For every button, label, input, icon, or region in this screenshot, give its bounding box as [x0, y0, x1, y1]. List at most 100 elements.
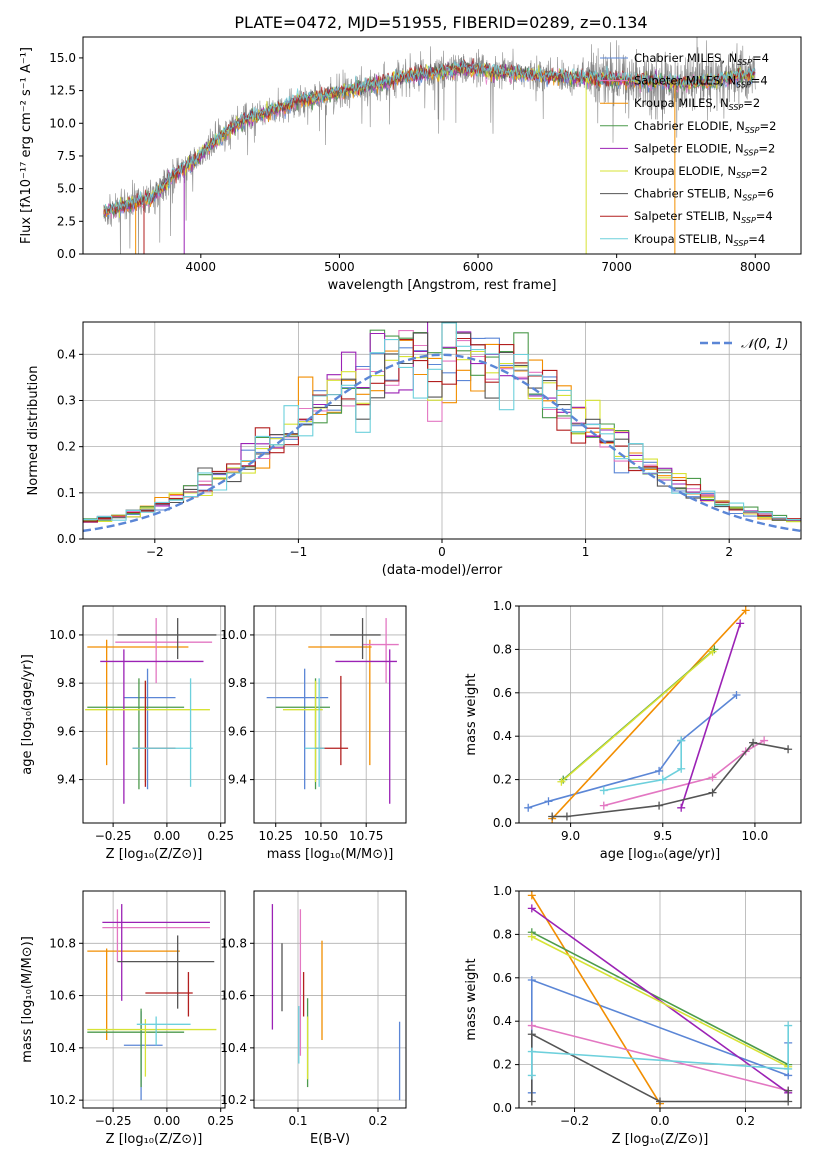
weight-marker: [527, 1071, 536, 1080]
errorbar-point-1: [123, 668, 176, 790]
x-tick-label: 2: [725, 545, 733, 559]
plot-area: [87, 904, 217, 1101]
weight-marker: [524, 803, 533, 812]
errorbar-point-7: [117, 618, 217, 660]
weight-line-2: [531, 894, 661, 1105]
x-tick-label: 0.2: [368, 1114, 387, 1128]
weight-marker: [784, 1086, 793, 1095]
y-tick-label: 0.2: [493, 1058, 512, 1072]
weight-marker: [557, 777, 566, 786]
x-axis-label: E(B-V): [310, 1132, 350, 1147]
x-tick-label: −2: [146, 545, 164, 559]
errorbar-point-9: [136, 1016, 191, 1046]
x-axis-label: Z [log₁₀(Z/Z⊙)]: [106, 1132, 203, 1147]
x-axis-label: age [log₁₀(age/yr)]: [600, 847, 721, 862]
x-tick-label: 8000: [740, 260, 771, 274]
weight-line-3: [603, 739, 765, 807]
errorbar-point-7: [330, 618, 381, 660]
weight-marker: [749, 738, 758, 747]
errorbar-point-4: [87, 1008, 185, 1088]
y-tick-label: 0.0: [493, 816, 512, 830]
errorbar-point-5: [102, 904, 210, 1001]
weight-marker: [784, 1064, 793, 1073]
y-tick-label: 0.0: [57, 532, 76, 546]
legend-label: Chabrier STELIB, NSSP=6: [634, 187, 774, 203]
legend-label: Kroupa STELIB, NSSP=4: [634, 232, 765, 248]
x-axis-label: wavelength [Angstrom, rest frame]: [328, 278, 557, 293]
y-tick-label: 1.0: [493, 884, 512, 898]
y-tick-label: 10.2: [220, 1093, 247, 1107]
x-tick-label: 9.5: [653, 829, 672, 843]
age-vs-metallicity-panel: −0.25 0.00 0.25 9.4 9.6 9.8 10.0 Z [log₁₀(Z/Z⊙)…: [20, 605, 234, 862]
x-tick-label: −0.2: [560, 1114, 589, 1128]
plot-area: [103, 37, 756, 254]
normal-curve: [83, 353, 801, 533]
y-tick-label: 0.6: [493, 686, 512, 700]
weight-marker: [548, 812, 557, 821]
errorbar-point-5: [335, 649, 397, 804]
legend-label: Salpeter MILES, NSSP=4: [634, 74, 768, 90]
x-tick-label: 10.0: [742, 829, 769, 843]
y-tick-label: 9.4: [228, 773, 247, 787]
x-tick-label: 4000: [186, 260, 217, 274]
weight-line-2: [551, 609, 747, 820]
errorbar-point-2: [87, 639, 189, 766]
x-tick-label: 0.25: [207, 1114, 234, 1128]
y-tick-label: 9.8: [228, 676, 247, 690]
errorbar-point-5: [100, 649, 204, 804]
weight-marker: [599, 801, 608, 810]
weight-marker: [562, 812, 571, 821]
weight-marker: [784, 745, 793, 754]
y-axis-label: mass weight: [464, 673, 479, 755]
weight-marker: [732, 690, 741, 699]
y-tick-label: 0.4: [493, 1014, 512, 1028]
axes-frame: [82, 605, 226, 824]
legend-label: Salpeter STELIB, NSSP=4: [634, 209, 773, 225]
legend-label: 𝒩(0, 1): [741, 337, 788, 352]
grid: [254, 891, 406, 1108]
legend: Chabrier MILES, NSSP=4 Salpeter MILES, NS…: [600, 51, 776, 248]
y-tick-label: 0.0: [57, 247, 76, 261]
weight-marker: [527, 891, 536, 900]
y-tick-label: 10.8: [49, 936, 76, 950]
errorbar-point-7: [117, 935, 215, 1009]
weight-marker: [677, 736, 686, 745]
weight-line-5: [680, 623, 741, 809]
errorbar-point-9: [132, 678, 193, 787]
legend-label: Salpeter ELODIE, NSSP=2: [634, 141, 775, 157]
x-axis-label: mass [log₁₀(M/M⊙)]: [267, 847, 394, 862]
plot-area: [271, 904, 401, 1101]
weight-marker: [544, 797, 553, 806]
weight-line-6: [531, 935, 789, 1068]
y-tick-label: 0.2: [57, 440, 76, 454]
x-tick-label: 0.00: [154, 829, 181, 843]
model-spectrum-9: [103, 59, 756, 214]
residual-histogram-panel: −2 −1 0 1 2 0.0 0.1 0.2 0.3 0.4 (data-model)/error…: [26, 321, 802, 578]
legend-label: Chabrier MILES, NSSP=4: [634, 51, 769, 67]
grid: [254, 606, 406, 823]
weight-marker: [527, 932, 536, 941]
errorbar-point-3: [115, 618, 213, 684]
histogram-8: [83, 337, 801, 523]
errorbar-point-4: [87, 678, 185, 790]
y-axis-label: mass weight: [464, 958, 479, 1040]
y-tick-label: 0.0: [493, 1101, 512, 1115]
x-tick-label: 0.00: [154, 1114, 181, 1128]
weight-marker: [527, 1097, 536, 1106]
y-tick-label: 0.2: [493, 773, 512, 787]
y-axis-label: age [log₁₀(age/yr)]: [20, 654, 35, 775]
x-tick-label: 1: [582, 545, 590, 559]
weight-marker: [527, 904, 536, 913]
weight-line-6: [560, 650, 714, 783]
mass-weight-vs-metallicity-panel: −0.2 0.0 0.2 0.0 0.2 0.4 0.6 0.8 1.0 Z [log₁₀(Z/Z…: [464, 884, 802, 1147]
x-tick-label: 10.75: [349, 829, 383, 843]
weight-marker: [527, 1021, 536, 1030]
errorbar-point-6: [282, 680, 323, 783]
y-tick-label: 10.4: [220, 1041, 247, 1055]
errorbar-point-1: [266, 668, 329, 790]
y-tick-label: 10.8: [220, 936, 247, 950]
y-tick-label: 10.2: [49, 1093, 76, 1107]
x-axis-label: Z [log₁₀(Z/Z⊙)]: [612, 1132, 709, 1147]
x-tick-label: −1: [290, 545, 308, 559]
age-vs-mass-panel: 10.25 10.50 10.75 9.4 9.6 9.8 10.0 mass [log₁₀(…: [220, 605, 407, 862]
